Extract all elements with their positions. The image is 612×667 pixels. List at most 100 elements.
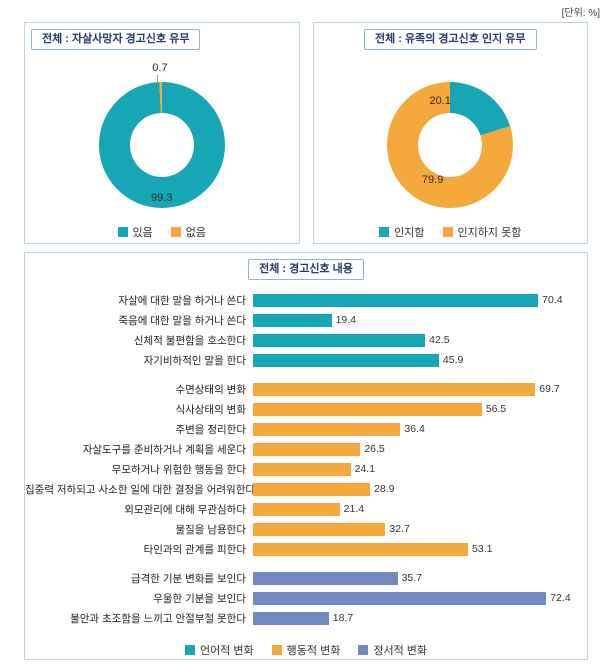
legend-swatch-teal: [117, 227, 128, 237]
bar: [253, 442, 361, 456]
bar-value: 72.4: [550, 592, 571, 604]
bar-row: 외모관리에 대해 무관심하다 21.4: [25, 499, 577, 519]
bar-value: 53.1: [472, 543, 493, 555]
panel-warning-sign-content: 전체 : 경고신호 내용 자살에 대한 말을 하거나 쓴다 70.4 죽음에 대한 …: [24, 252, 588, 660]
bar-label: 식사상태의 변화: [175, 403, 246, 416]
legend-swatch-teal: [379, 227, 390, 237]
bar-label: 죽음에 대한 말을 하거나 쓴다: [118, 314, 246, 327]
bar-track: 28.9: [253, 479, 577, 499]
panel-suicide-warning-presence: 전체 : 자살사망자 경고신호 유무 0.7 99.3 있음 없음: [24, 22, 300, 244]
bar-track: 21.4: [253, 499, 577, 519]
panel-title: 전체 : 유족의 경고신호 인지 유무: [363, 29, 537, 50]
donut-presence-wrap: 0.7 99.3: [98, 62, 225, 208]
bar-value: 69.7: [539, 383, 560, 395]
legend-swatch-orange: [170, 227, 181, 237]
legend-label: 인지함: [394, 227, 425, 239]
bar-value: 32.7: [389, 523, 410, 535]
legend-presence: 있음 없음: [25, 224, 299, 240]
bar-value: 42.5: [429, 334, 450, 346]
bar-value: 18.7: [332, 612, 354, 624]
bar-track: 36.4: [253, 419, 577, 439]
bar-label: 물질을 남용한다: [175, 523, 246, 536]
donut-value-none: 0.7: [152, 62, 168, 74]
bar: [253, 313, 332, 327]
bar-label: 신체적 불편함을 호소한다: [133, 334, 246, 347]
legend-bar-groups: 언어적 변화 행동적 변화 정서적 변화: [25, 642, 587, 658]
bar-track: 42.5: [253, 330, 577, 350]
legend-item: 행동적 변화: [271, 642, 341, 658]
bar: [253, 611, 329, 625]
bar-row: 타인과의 관계를 피한다 53.1: [25, 539, 577, 559]
bar: [253, 402, 482, 416]
bar: [253, 482, 371, 496]
bar-row: 무모하거나 위험한 행동을 한다 24.1: [25, 459, 577, 479]
bar-label: 불안과 초조함을 느끼고 안절부절 못한다: [70, 612, 246, 625]
legend-item: 인지하지 못함: [442, 224, 522, 240]
bar-row: 식사상태의 변화 56.5: [25, 399, 577, 419]
bar-row: 물질을 남용한다 32.7: [25, 519, 577, 539]
legend-item: 있음: [117, 224, 153, 240]
bar-track: 18.7: [253, 608, 577, 628]
legend-label: 행동적 변화: [286, 645, 341, 657]
bar-track: 69.7: [253, 379, 577, 399]
bar-value: 24.1: [354, 463, 376, 475]
bar-value: 35.7: [401, 572, 423, 584]
bar: [253, 353, 439, 367]
bar-row: 우울한 기분을 보인다 72.4: [25, 588, 577, 608]
bar-label: 자기비하적인 말을 한다: [143, 354, 246, 367]
bar-label: 자살에 대한 말을 하거나 쓴다: [118, 294, 246, 307]
bar: [253, 542, 469, 556]
donut-value-present: 99.3: [151, 192, 173, 204]
legend-item: 언어적 변화: [185, 642, 254, 658]
bar-track: 35.7: [253, 568, 577, 588]
bar-track: 53.1: [253, 539, 577, 559]
legend-item: 인지함: [379, 224, 425, 240]
legend-swatch: [185, 645, 196, 655]
legend-swatch: [358, 645, 369, 655]
donut-value-not-recognized: 79.9: [421, 174, 444, 186]
bar-row: 주변을 정리한다 36.4: [25, 419, 577, 439]
callout-line: [156, 75, 158, 84]
title-row: 전체 : 유족의 경고신호 인지 유무: [320, 29, 582, 50]
title-row: 전체 : 경고신호 내용: [31, 259, 581, 280]
legend-label: 정서적 변화: [373, 645, 427, 657]
bar-row: 급격한 기분 변화를 보인다 35.7: [25, 568, 577, 588]
title-row: 전체 : 자살사망자 경고신호 유무: [31, 29, 293, 50]
bar-row: 죽음에 대한 말을 하거나 쓴다 19.4: [25, 310, 577, 330]
donut-chart-presence: [98, 82, 225, 208]
bar-row: 수면상태의 변화 69.7: [25, 379, 577, 399]
bar-track: 19.4: [253, 310, 577, 330]
bar-label: 우울한 기분을 보인다: [153, 592, 246, 605]
bar-label: 외모관리에 대해 무관심하다: [124, 503, 246, 516]
legend-label: 없음: [185, 227, 206, 239]
bar-value: 36.4: [404, 423, 425, 435]
panel-title: 전체 : 경고신호 내용: [248, 259, 364, 280]
bar-track: 56.5: [253, 399, 577, 419]
bar: [253, 522, 386, 536]
bar-value: 45.9: [442, 354, 464, 366]
bar-chart: 자살에 대한 말을 하거나 쓴다 70.4 죽음에 대한 말을 하거나 쓴다 19.4…: [25, 290, 587, 628]
bar-track: 26.5: [253, 439, 577, 459]
bar-value: 19.4: [335, 314, 356, 326]
legend-label: 인지하지 못함: [457, 227, 522, 239]
bar-value: 28.9: [374, 483, 395, 495]
panel-family-recognition: 전체 : 유족의 경고신호 인지 유무 20.1 79.9 인지함 인지하지 못…: [312, 22, 588, 244]
legend-recognition: 인지함 인지하지 못함: [314, 224, 588, 240]
bar-row: 자살도구를 준비하거나 계획을 세운다 26.5: [25, 439, 577, 459]
bar-track: 45.9: [253, 350, 577, 370]
bar: [253, 591, 547, 605]
bar-track: 24.1: [253, 459, 577, 479]
bar: [253, 333, 426, 347]
bar: [253, 293, 539, 307]
bar: [253, 502, 340, 516]
bar-row: 불안과 초조함을 느끼고 안절부절 못한다 18.7: [25, 608, 577, 628]
legend-item: 정서적 변화: [358, 642, 427, 658]
panel-title: 전체 : 자살사망자 경고신호 유무: [31, 29, 201, 50]
bar-value: 56.5: [485, 403, 507, 415]
bar-value: 26.5: [364, 443, 385, 455]
bar: [253, 571, 398, 585]
bar-track: 70.4: [253, 290, 577, 310]
legend-swatch: [271, 645, 282, 655]
bar-track: 72.4: [253, 588, 577, 608]
